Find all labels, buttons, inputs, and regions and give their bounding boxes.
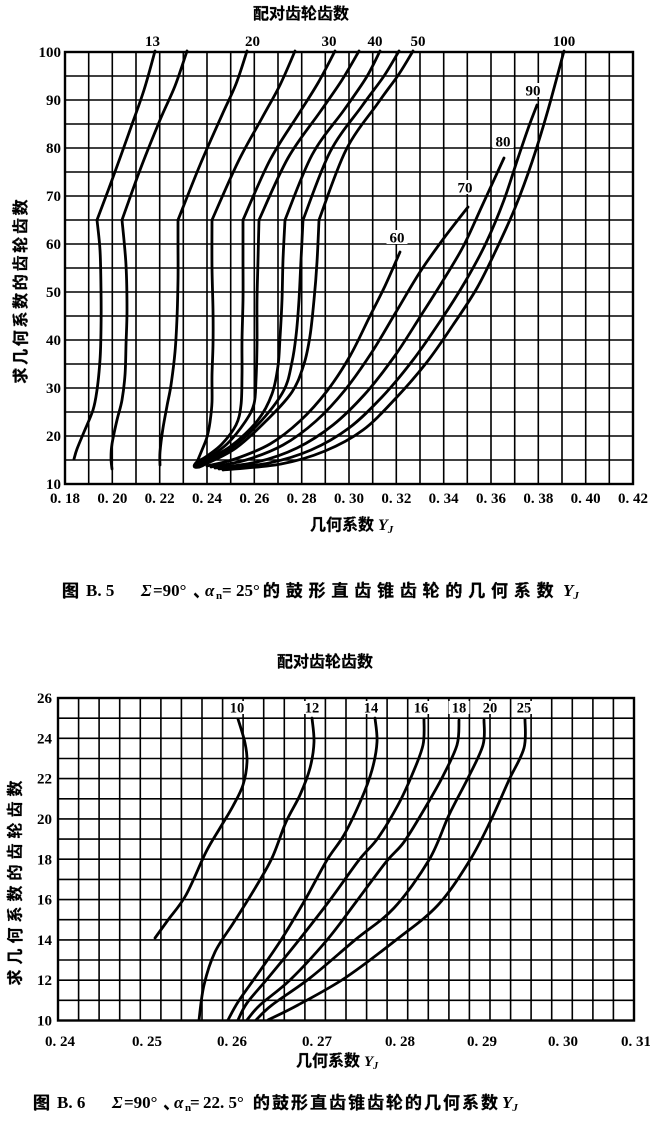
svg-text:Σ: Σ (111, 1093, 123, 1112)
svg-text:25°: 25° (236, 581, 260, 600)
svg-text:80: 80 (496, 135, 511, 151)
svg-text:90: 90 (526, 84, 541, 100)
svg-text:0. 30: 0. 30 (334, 491, 364, 507)
svg-text:0. 20: 0. 20 (97, 491, 127, 507)
svg-text:0. 22: 0. 22 (145, 491, 175, 507)
svg-text:90: 90 (46, 93, 61, 109)
svg-text:26: 26 (37, 691, 53, 707)
svg-text:B. 6: B. 6 (57, 1093, 85, 1112)
svg-text:30: 30 (46, 381, 61, 397)
svg-text:10: 10 (46, 477, 61, 493)
svg-text:=: = (222, 581, 232, 600)
svg-text:100: 100 (39, 45, 62, 61)
svg-text:40: 40 (46, 333, 61, 349)
svg-text:80: 80 (46, 141, 61, 157)
svg-text:14: 14 (37, 933, 53, 949)
svg-text:0. 42: 0. 42 (618, 491, 648, 507)
svg-text:0. 38: 0. 38 (523, 491, 553, 507)
svg-text:0. 32: 0. 32 (381, 491, 411, 507)
svg-text:16: 16 (37, 893, 53, 909)
svg-text:24: 24 (37, 731, 53, 747)
svg-text:13: 13 (145, 34, 160, 50)
svg-text:0. 24: 0. 24 (192, 491, 223, 507)
svg-text:0. 28: 0. 28 (287, 491, 317, 507)
svg-text:n: n (185, 1102, 191, 1114)
svg-text:α: α (205, 581, 215, 600)
svg-text:α: α (174, 1093, 184, 1112)
svg-text:20: 20 (46, 429, 61, 445)
svg-text:0. 27: 0. 27 (302, 1034, 333, 1050)
svg-text:100: 100 (553, 34, 576, 50)
svg-text:18: 18 (452, 701, 467, 717)
svg-text:16: 16 (414, 701, 429, 717)
svg-text:0. 26: 0. 26 (217, 1034, 248, 1050)
svg-text:70: 70 (458, 181, 473, 197)
svg-text:60: 60 (390, 231, 405, 247)
svg-text:0. 34: 0. 34 (429, 491, 460, 507)
svg-text:0. 31: 0. 31 (621, 1034, 650, 1050)
svg-text:B. 5: B. 5 (86, 581, 114, 600)
svg-text:0. 30: 0. 30 (548, 1034, 578, 1050)
svg-text:0. 25: 0. 25 (132, 1034, 162, 1050)
svg-text:=: = (190, 1093, 200, 1112)
svg-text:50: 50 (411, 34, 426, 50)
svg-text:22. 5°: 22. 5° (203, 1093, 244, 1112)
svg-text:20: 20 (245, 34, 260, 50)
svg-text:18: 18 (37, 852, 52, 868)
svg-text:40: 40 (368, 34, 383, 50)
svg-text:Σ: Σ (140, 581, 152, 600)
svg-text:0. 36: 0. 36 (476, 491, 507, 507)
svg-text:0. 26: 0. 26 (239, 491, 270, 507)
svg-text:30: 30 (322, 34, 337, 50)
svg-text:25: 25 (517, 701, 532, 717)
svg-text:70: 70 (46, 189, 61, 205)
svg-text:20: 20 (483, 701, 498, 717)
svg-text:10: 10 (37, 1014, 52, 1030)
svg-text:14: 14 (364, 701, 379, 717)
svg-text:n: n (216, 590, 222, 602)
svg-text:10: 10 (230, 701, 245, 717)
svg-text:20: 20 (37, 812, 52, 828)
svg-text:50: 50 (46, 285, 61, 301)
svg-text:60: 60 (46, 237, 61, 253)
svg-text:=90°: =90° (124, 1093, 158, 1112)
svg-text:12: 12 (37, 973, 52, 989)
svg-text:=90°: =90° (153, 581, 187, 600)
svg-text:0. 29: 0. 29 (467, 1034, 497, 1050)
svg-text:0. 28: 0. 28 (385, 1034, 415, 1050)
svg-text:0. 40: 0. 40 (571, 491, 601, 507)
svg-text:0. 24: 0. 24 (45, 1034, 76, 1050)
svg-text:12: 12 (305, 701, 320, 717)
svg-text:0. 18: 0. 18 (50, 491, 80, 507)
svg-text:22: 22 (37, 772, 52, 788)
